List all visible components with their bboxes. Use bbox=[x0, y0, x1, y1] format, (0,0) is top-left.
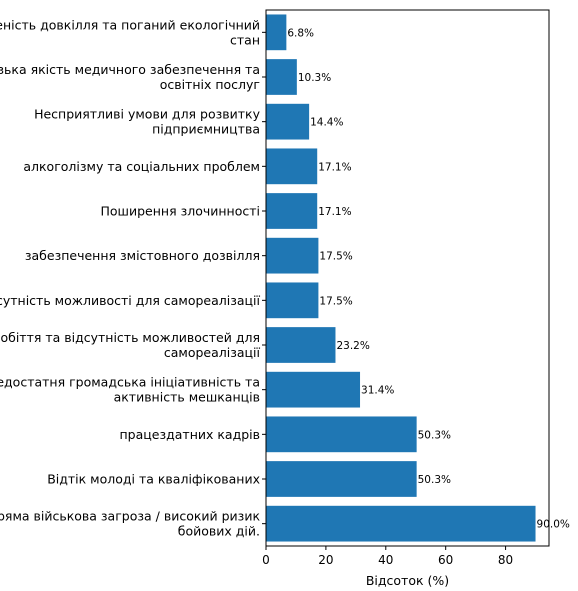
bar bbox=[266, 59, 297, 95]
category-labels-group: Пряма військова загроза / високий ризикб… bbox=[0, 17, 261, 538]
category-label: алкоголізму та соціальних проблем bbox=[23, 159, 260, 174]
x-tick-label: 0 bbox=[262, 553, 270, 567]
bar-value-label: 23.2% bbox=[336, 340, 369, 352]
x-axis-ticks-group: 0 20 40 60 80 bbox=[262, 31, 513, 567]
category-label: Поширення злочинності bbox=[101, 204, 261, 219]
bar bbox=[266, 103, 310, 140]
category-label: бойових дій. bbox=[178, 524, 260, 539]
category-label: Безробіття та відсутність можливостей дл… bbox=[0, 330, 260, 345]
x-tick-label: 40 bbox=[378, 553, 393, 567]
bars-group bbox=[266, 14, 536, 542]
bar-value-label: 14.4% bbox=[310, 117, 343, 129]
bar bbox=[266, 461, 417, 497]
bar bbox=[266, 416, 417, 453]
category-label: освітніх послуг bbox=[160, 77, 260, 92]
bar bbox=[266, 505, 536, 542]
category-label: Низька якість медичного забезпечення та bbox=[0, 62, 260, 77]
bar bbox=[266, 371, 361, 408]
bar bbox=[266, 148, 318, 185]
category-label: забезпечення змістовного дозвілля bbox=[25, 248, 260, 263]
bar-value-label: 10.3% bbox=[298, 72, 331, 84]
category-label: самореалізації bbox=[164, 345, 261, 360]
bar bbox=[266, 327, 336, 363]
x-axis-title: Відсоток (%) bbox=[366, 573, 449, 588]
bar-value-label: 90.0% bbox=[537, 519, 570, 531]
bar bbox=[266, 282, 319, 319]
category-label: Пряма військова загроза / високий ризик bbox=[0, 509, 260, 524]
category-label: Недостатня громадська ініціативність та bbox=[0, 375, 260, 390]
category-label: Відтік молоді та кваліфікованих bbox=[47, 472, 260, 487]
x-tick-label: 20 bbox=[318, 553, 333, 567]
bar-value-label: 17.5% bbox=[319, 251, 352, 263]
category-label: підприємництва bbox=[152, 122, 260, 137]
category-label: Засміченість довкілля та поганий екологі… bbox=[0, 17, 260, 32]
bar-value-label: 50.3% bbox=[418, 474, 451, 486]
category-label: Відсутність можливості для самореалізаці… bbox=[0, 293, 261, 308]
bar bbox=[266, 237, 319, 274]
bar bbox=[266, 193, 318, 229]
category-label: Несприятливі умови для розвитку bbox=[34, 107, 261, 122]
category-label: активність мешканців bbox=[114, 390, 260, 405]
bar-value-label: 6.8% bbox=[287, 27, 314, 39]
plot-frame bbox=[265, 9, 550, 547]
category-label: працездатних кадрів bbox=[120, 427, 261, 442]
bar-value-label: 50.3% bbox=[418, 429, 451, 441]
value-labels-group: 90.0% 50.3% 50.3% 31.4% 23.2% 17.5% 17.5% 17.1%… bbox=[287, 27, 570, 530]
bar-value-label: 17.1% bbox=[318, 161, 351, 173]
x-tick-label: 80 bbox=[498, 553, 513, 567]
category-label: стан bbox=[230, 32, 260, 47]
bar bbox=[266, 14, 287, 51]
bar-value-label: 17.5% bbox=[319, 295, 352, 307]
bar-value-label: 31.4% bbox=[361, 385, 394, 397]
bar-value-label: 17.1% bbox=[318, 206, 351, 218]
x-tick-label: 60 bbox=[438, 553, 453, 567]
